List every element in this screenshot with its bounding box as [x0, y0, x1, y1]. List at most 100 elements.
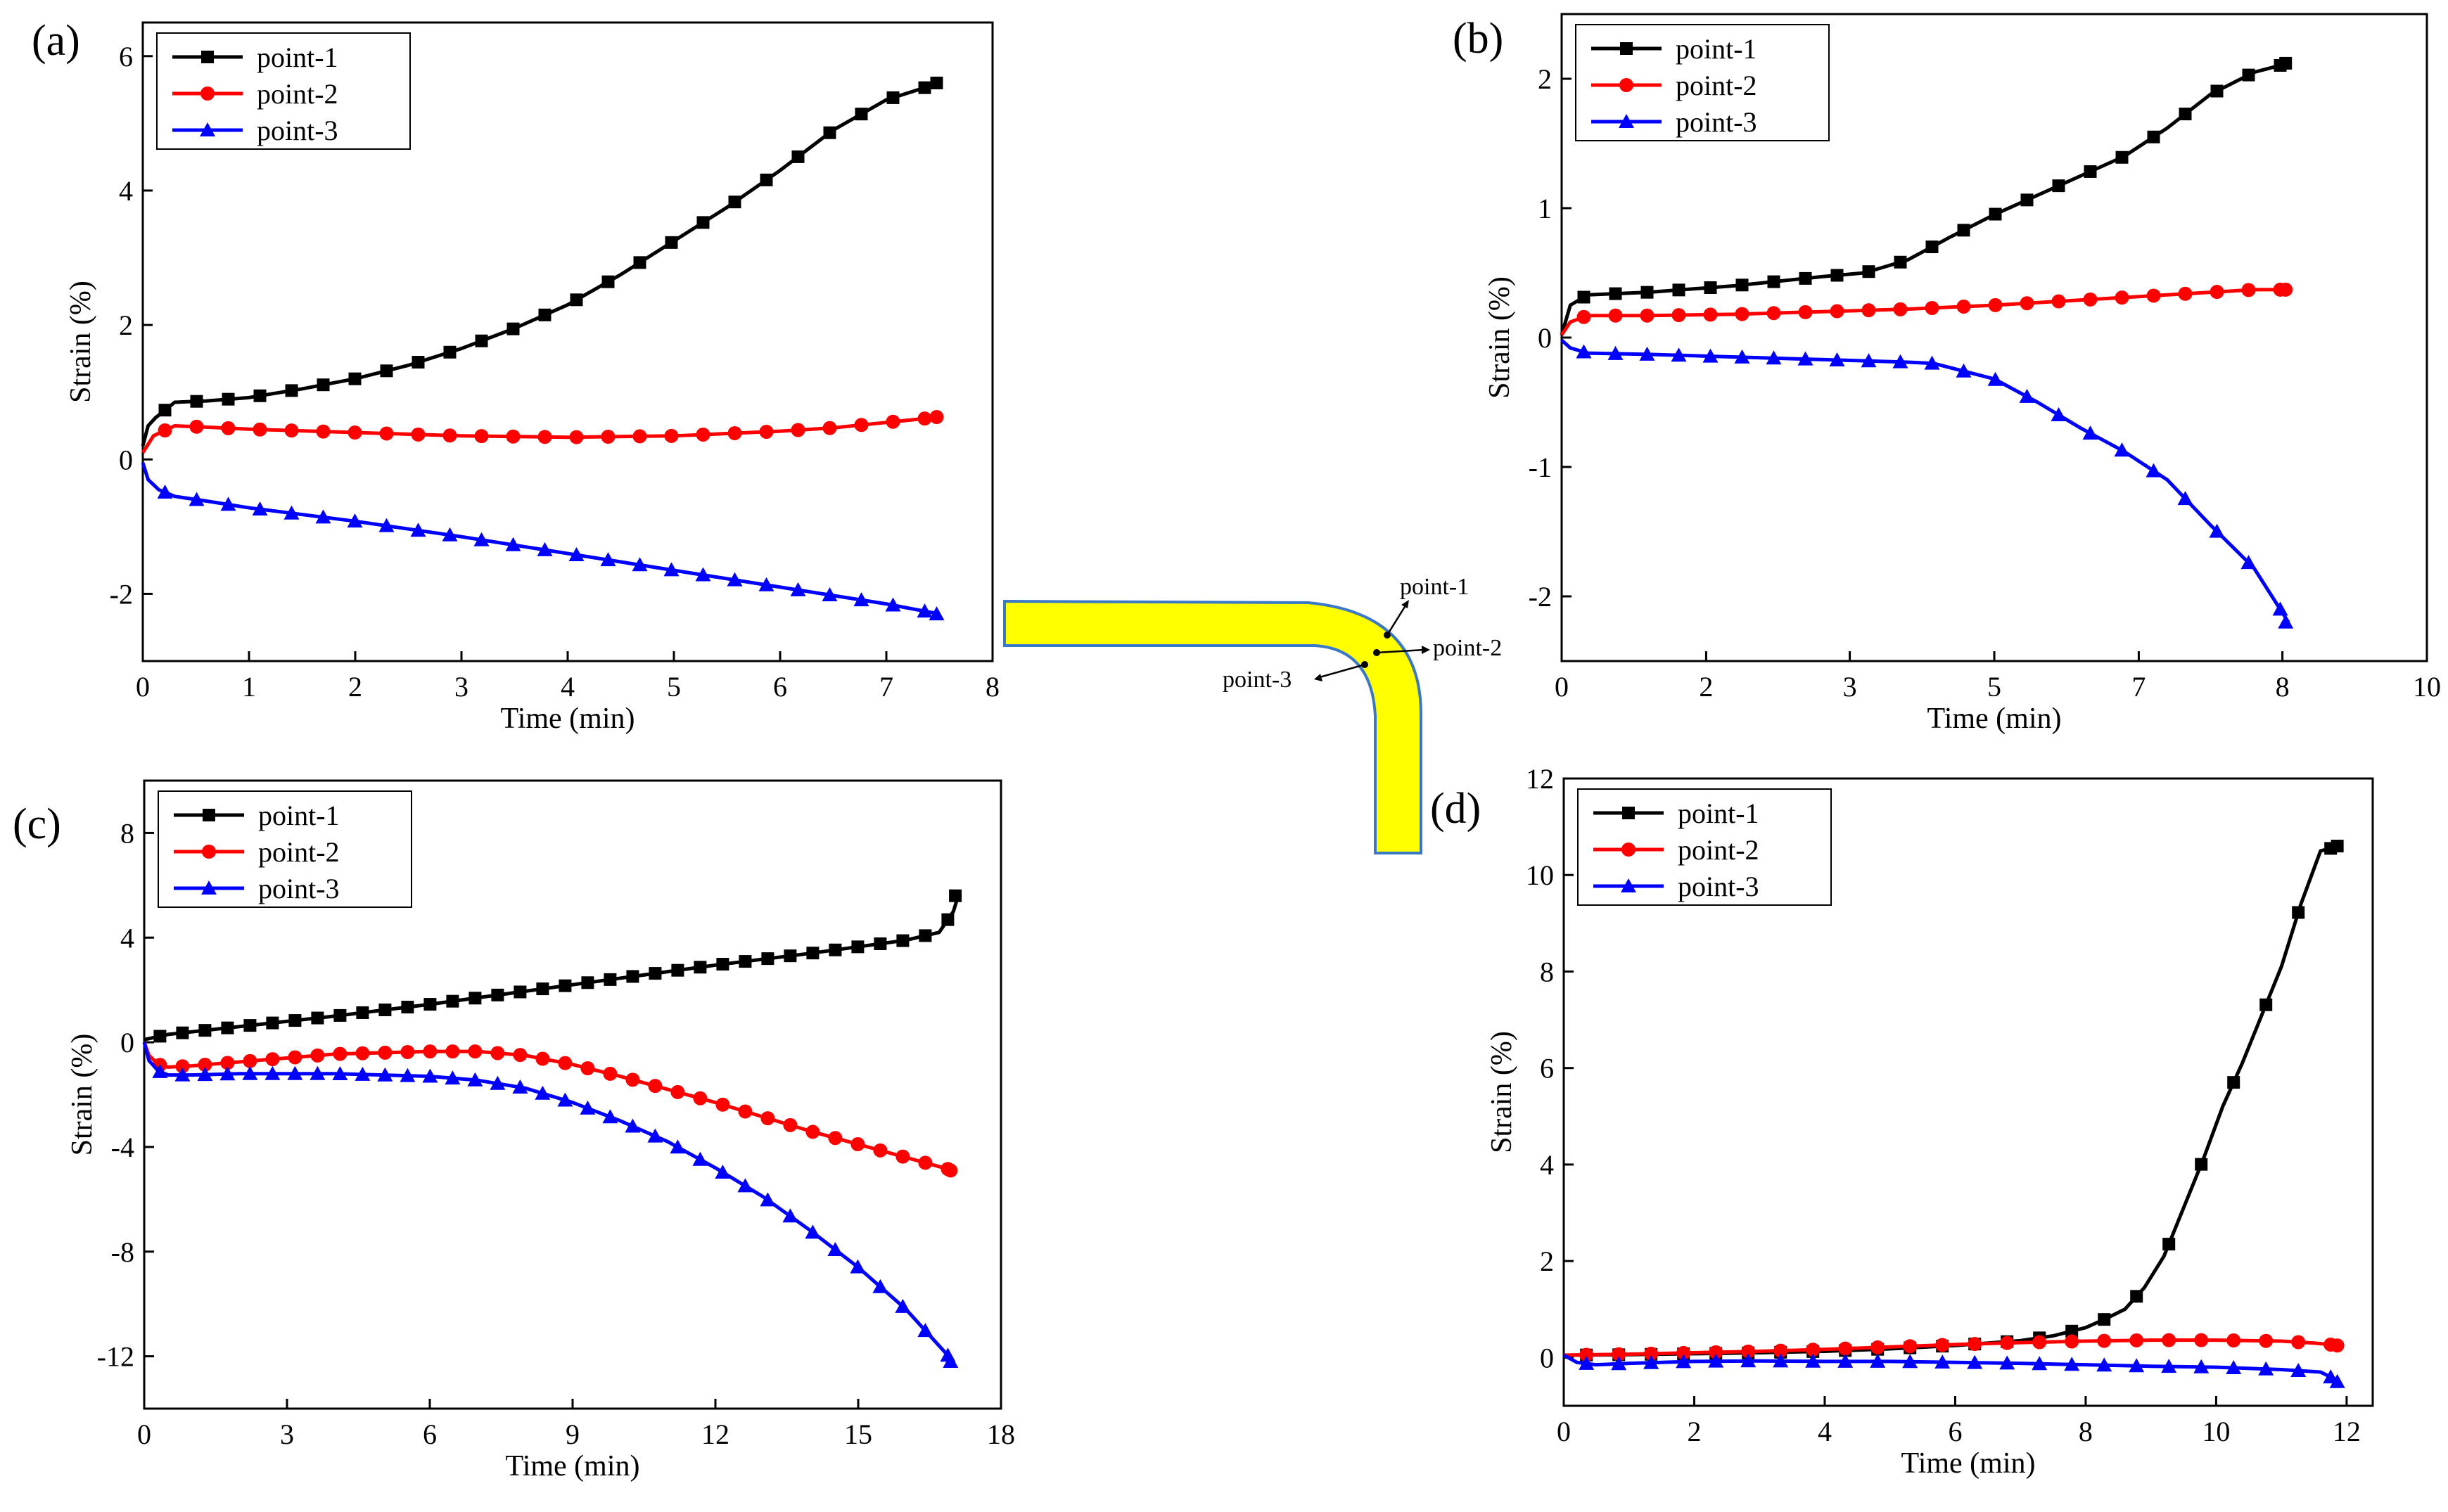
- data-point: [917, 603, 933, 618]
- y-tick-label: 1: [1538, 193, 1552, 224]
- data-point: [1766, 350, 1782, 365]
- data-point: [1870, 1353, 1886, 1368]
- data-point: [851, 940, 865, 954]
- data-point: [648, 1079, 663, 1094]
- data-point: [2162, 1333, 2176, 1347]
- data-point: [252, 501, 268, 516]
- data-point: [283, 505, 300, 520]
- data-point: [759, 424, 774, 439]
- data-point: [1644, 1346, 1659, 1361]
- data-point: [505, 537, 521, 551]
- series-line-point-1: [144, 895, 960, 1042]
- data-point: [1989, 207, 2002, 221]
- data-point: [2146, 463, 2162, 478]
- data-point: [2194, 1333, 2209, 1347]
- x-tick-label: 6: [773, 671, 787, 703]
- data-point: [378, 1004, 392, 1016]
- data-point: [311, 1011, 324, 1025]
- data-point: [727, 572, 743, 587]
- data-point: [514, 985, 527, 999]
- data-point: [1924, 355, 1940, 370]
- x-tick-label: 4: [1818, 1416, 1832, 1447]
- data-point: [333, 1008, 347, 1022]
- data-point: [512, 1079, 528, 1094]
- data-point: [2226, 1333, 2241, 1348]
- data-point: [580, 1100, 596, 1115]
- data-point: [692, 1151, 708, 1166]
- series-line-point-3: [142, 1042, 955, 1363]
- y-tick-label: -12: [97, 1341, 134, 1373]
- data-point: [580, 1061, 595, 1076]
- data-point: [491, 988, 504, 1001]
- data-point: [468, 1044, 483, 1059]
- series-point-3: [1562, 1353, 2345, 1388]
- data-point: [2084, 165, 2097, 178]
- data-point: [288, 1050, 302, 1065]
- data-point: [739, 955, 752, 968]
- data-point: [1704, 281, 1717, 294]
- data-point: [2279, 56, 2293, 70]
- data-point: [490, 1075, 506, 1090]
- x-tick-label: 2: [1687, 1416, 1701, 1447]
- data-point: [791, 423, 805, 437]
- data-point: [1773, 1353, 1789, 1368]
- data-point: [288, 1014, 302, 1027]
- data-point: [189, 492, 205, 506]
- bend-diagram: point-1 point-2 point-3: [1003, 574, 1502, 854]
- data-point: [2210, 285, 2224, 300]
- data-point: [443, 345, 457, 359]
- data-point: [2083, 292, 2098, 307]
- panel-label: (d): [1430, 785, 1481, 833]
- y-tick-label: 6: [1540, 1053, 1554, 1084]
- data-point: [632, 429, 647, 444]
- data-point: [603, 1066, 618, 1081]
- data-point: [445, 1070, 461, 1085]
- data-point: [242, 1065, 258, 1080]
- data-point: [886, 414, 900, 429]
- data-point: [738, 1104, 753, 1119]
- point-1-arrow: [1386, 603, 1408, 636]
- data-point: [1956, 363, 1972, 378]
- data-point: [2195, 1158, 2208, 1171]
- data-point: [1925, 241, 1939, 254]
- data-point: [2178, 286, 2193, 301]
- y-tick-label: -8: [111, 1236, 134, 1268]
- legend-marker: [201, 51, 214, 63]
- data-point: [715, 1097, 730, 1112]
- data-point: [176, 1026, 189, 1039]
- data-point: [2130, 1290, 2143, 1303]
- data-point: [1676, 1345, 1691, 1360]
- data-point: [333, 1046, 348, 1061]
- data-point: [2177, 491, 2193, 506]
- data-point: [1640, 286, 1654, 299]
- panel-label: (c): [13, 800, 61, 848]
- y-tick-label: 2: [1538, 63, 1552, 95]
- data-point: [1735, 307, 1749, 321]
- legend-label: point-3: [258, 873, 340, 904]
- y-tick-label: -1: [1529, 451, 1552, 483]
- series-line-point-3: [1560, 338, 2290, 624]
- data-point: [536, 982, 549, 996]
- y-tick-label: 8: [120, 817, 134, 849]
- data-point: [158, 404, 172, 417]
- data-point: [695, 567, 711, 582]
- data-point: [1957, 224, 1970, 237]
- x-tick-label: 12: [701, 1418, 729, 1450]
- data-point: [412, 356, 425, 369]
- data-point: [380, 364, 393, 378]
- y-tick-label: 2: [1540, 1245, 1554, 1277]
- data-point: [1838, 1341, 1853, 1356]
- data-point: [827, 1241, 843, 1256]
- data-point: [445, 1044, 460, 1059]
- data-point: [1987, 371, 2003, 386]
- data-point: [243, 1053, 257, 1068]
- data-point: [400, 1068, 416, 1082]
- x-tick-label: 7: [2131, 671, 2146, 703]
- x-tick-label: 5: [667, 671, 681, 703]
- data-point: [2032, 1335, 2047, 1350]
- panel-label: (a): [32, 17, 80, 65]
- legend-marker: [1621, 878, 1636, 892]
- data-point: [411, 427, 426, 442]
- data-point: [2290, 1363, 2307, 1378]
